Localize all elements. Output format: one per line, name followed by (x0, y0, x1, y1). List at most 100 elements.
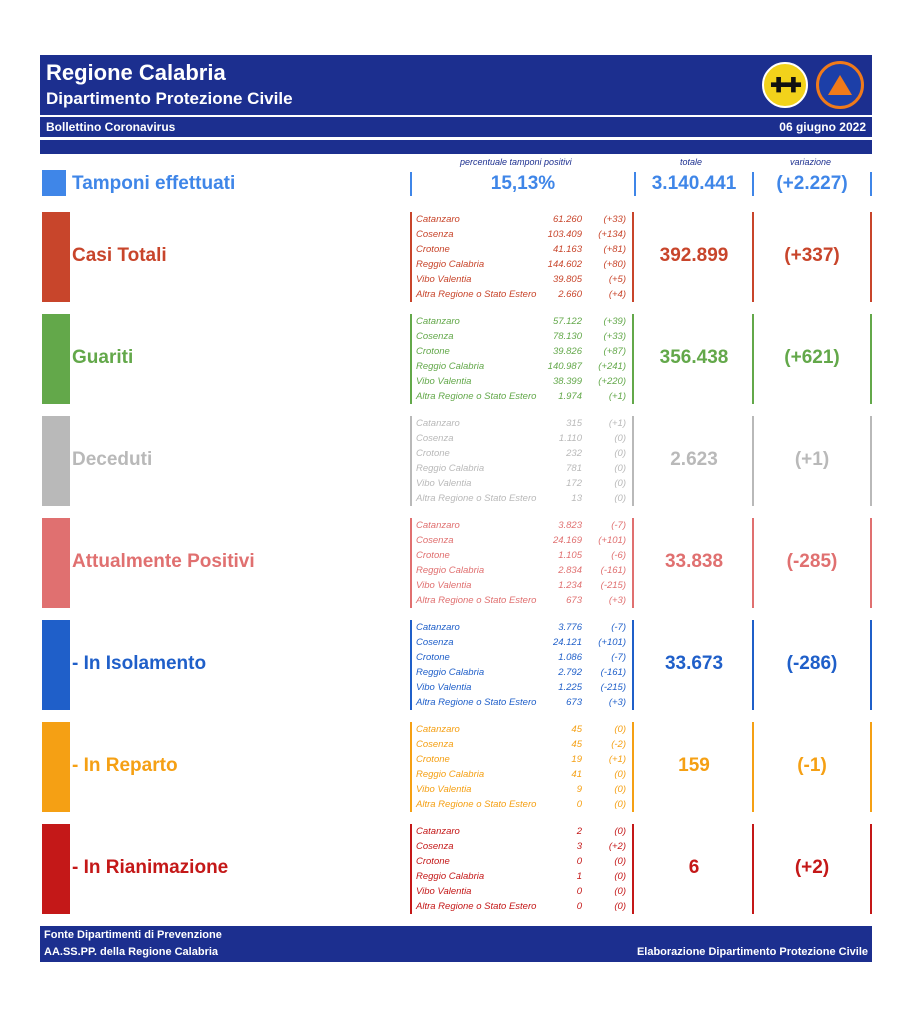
province-name: Cosenza (416, 331, 454, 342)
province-value: 1.225 (558, 682, 582, 693)
province-delta: (0) (614, 826, 626, 837)
province-delta: (-215) (600, 580, 626, 591)
section-variation: (+337) (784, 245, 840, 266)
province-row: Catanzaro 57.122 (+39) (412, 314, 632, 329)
province-breakdown: Catanzaro 61.260 (+33) Cosenza 103.409 (+134)… (410, 212, 634, 302)
province-value: 45 (571, 724, 582, 735)
section-total: 33.673 (664, 653, 724, 674)
province-name: Vibo Valentia (416, 784, 472, 795)
province-value: 3.776 (558, 622, 582, 633)
province-value: 0 (576, 886, 582, 897)
province-row: Catanzaro 3.776 (-7) (412, 620, 632, 635)
protezione-civile-icon (816, 61, 864, 109)
province-delta: (-7) (611, 622, 626, 633)
divider (870, 416, 872, 506)
province-name: Cosenza (416, 535, 454, 546)
section: Attualmente Positivi Catanzaro 3.823 (-7) Co… (40, 518, 872, 608)
province-name: Reggio Calabria (416, 871, 485, 882)
province-row: Crotone 39.826 (+87) (412, 344, 632, 359)
province-value: 2.834 (558, 565, 582, 576)
section-label: Casi Totali (72, 245, 167, 266)
province-name: Cosenza (416, 739, 454, 750)
province-name: Cosenza (416, 433, 454, 444)
province-name: Vibo Valentia (416, 682, 472, 693)
province-name: Cosenza (416, 229, 454, 240)
province-value: 103.409 (547, 229, 582, 240)
province-name: Reggio Calabria (416, 769, 485, 780)
province-value: 0 (576, 901, 582, 912)
section-color-square (42, 416, 70, 506)
province-name: Catanzaro (416, 418, 460, 429)
province-value: 144.602 (547, 259, 582, 270)
province-row: Catanzaro 45 (0) (412, 722, 632, 737)
province-delta: (0) (614, 886, 626, 897)
footer-source-2: AA.SS.PP. della Regione Calabria (44, 946, 219, 958)
province-value: 1.234 (558, 580, 582, 591)
province-row: Cosenza 45 (-2) (412, 737, 632, 752)
province-row: Altra Regione o Stato Estero 0 (0) (412, 899, 632, 914)
province-value: 1.110 (558, 433, 582, 444)
bulletin-date: 06 giugno 2022 (779, 120, 866, 134)
province-row: Cosenza 3 (+2) (412, 839, 632, 854)
province-delta: (+101) (598, 535, 626, 546)
province-row: Crotone 41.163 (+81) (412, 242, 632, 257)
divider (410, 172, 412, 196)
province-row: Vibo Valentia 0 (0) (412, 884, 632, 899)
province-value: 45 (571, 739, 582, 750)
tamponi-pct: 15,13% (490, 173, 556, 194)
province-value: 673 (566, 595, 582, 606)
footer-credit: Elaborazione Dipartimento Protezione Civ… (636, 946, 868, 958)
province-delta: (0) (614, 871, 626, 882)
calabria-crest-icon: ✚✚ (762, 62, 808, 108)
province-name: Crotone (416, 754, 450, 765)
province-delta: (+81) (603, 244, 626, 255)
province-value: 3.823 (558, 520, 582, 531)
province-row: Catanzaro 315 (+1) (412, 416, 632, 431)
province-name: Crotone (416, 448, 450, 459)
province-name: Altra Regione o Stato Estero (416, 901, 537, 912)
province-value: 315 (566, 418, 582, 429)
section: Deceduti Catanzaro 315 (+1) Cosenza 1.110 (0) C… (40, 416, 872, 506)
divider (752, 212, 754, 302)
section-label: Guariti (72, 347, 134, 368)
section-label: - In Isolamento (72, 653, 207, 674)
divider-bar (40, 140, 872, 154)
section-total: 356.438 (659, 347, 729, 368)
header-bar: Regione Calabria Dipartimento Protezione… (40, 55, 872, 115)
province-value: 19 (571, 754, 582, 765)
province-name: Catanzaro (416, 724, 460, 735)
province-value: 0 (576, 856, 582, 867)
province-value: 13 (571, 493, 582, 504)
province-name: Altra Regione o Stato Estero (416, 289, 537, 300)
province-value: 78.130 (552, 331, 582, 342)
section-variation: (+1) (794, 449, 830, 470)
province-value: 1 (576, 871, 582, 882)
province-name: Crotone (416, 244, 450, 255)
province-breakdown: Catanzaro 3.776 (-7) Cosenza 24.121 (+101) Cro… (410, 620, 634, 710)
province-value: 9 (576, 784, 582, 795)
section-color-square (42, 722, 70, 812)
province-delta: (+80) (603, 259, 626, 270)
section-total: 2.623 (670, 449, 718, 470)
province-name: Reggio Calabria (416, 667, 485, 678)
province-row: Crotone 1.086 (-7) (412, 650, 632, 665)
section-color-square (42, 212, 70, 302)
province-row: Altra Regione o Stato Estero 673 (+3) (412, 593, 632, 608)
province-delta: (0) (614, 901, 626, 912)
province-value: 2.792 (558, 667, 582, 678)
province-breakdown: Catanzaro 45 (0) Cosenza 45 (-2) Crotone 19 (+1)… (410, 722, 634, 812)
province-row: Crotone 19 (+1) (412, 752, 632, 767)
province-delta: (+33) (603, 214, 626, 225)
province-row: Crotone 232 (0) (412, 446, 632, 461)
province-value: 1.086 (558, 652, 582, 663)
province-value: 2.660 (558, 289, 582, 300)
province-row: Altra Regione o Stato Estero 0 (0) (412, 797, 632, 812)
province-delta: (0) (614, 478, 626, 489)
province-value: 1.105 (558, 550, 582, 561)
divider (870, 824, 872, 914)
province-value: 41.163 (552, 244, 582, 255)
province-breakdown: Catanzaro 3.823 (-7) Cosenza 24.169 (+101) Cro… (410, 518, 634, 608)
province-delta: (+1) (608, 754, 626, 765)
province-row: Reggio Calabria 2.792 (-161) (412, 665, 632, 680)
section-total: 392.899 (659, 245, 729, 266)
